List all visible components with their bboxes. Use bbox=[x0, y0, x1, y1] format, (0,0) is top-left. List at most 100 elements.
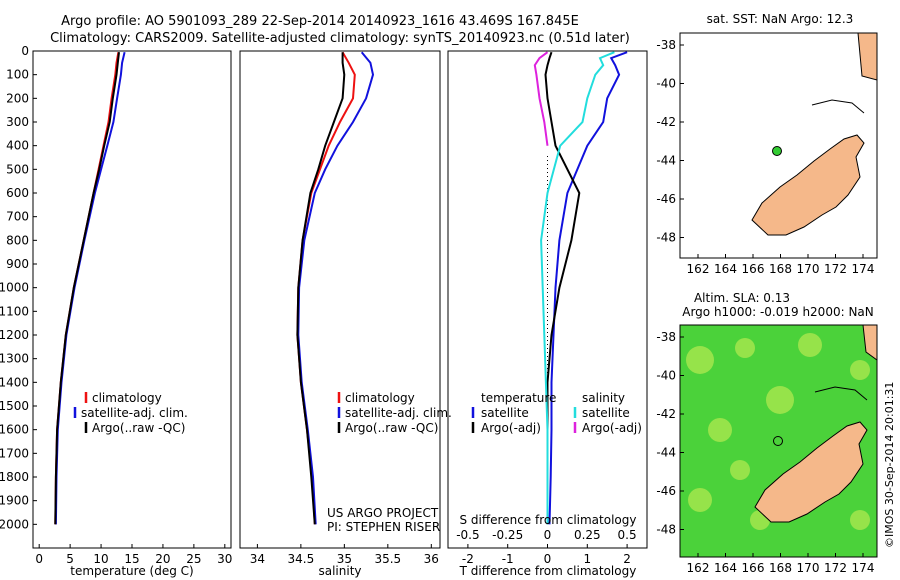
title-line2: Climatology: CARS2009. Satellite-adjuste… bbox=[50, 31, 630, 46]
legend-s-argo-label: Argo(-adj) bbox=[582, 421, 642, 435]
sst-map-north-island bbox=[857, 32, 878, 81]
sla-map-lon-label: 166 bbox=[742, 561, 765, 575]
imos-timestamp: ©IMOS 30-Sep-2014 20:01:31 bbox=[883, 382, 896, 548]
s-diff-tick-label: -0.5 bbox=[456, 528, 479, 542]
sla-map-lat-label: -48 bbox=[656, 523, 676, 537]
sla-anomaly-patch bbox=[850, 360, 870, 380]
depth-tick-label: 600 bbox=[6, 186, 29, 200]
temperature-satellite-line bbox=[54, 51, 126, 525]
sla-map-lat-label: -38 bbox=[656, 330, 676, 344]
sla-anomaly-patch bbox=[798, 333, 822, 357]
sla-anomaly-patch bbox=[735, 338, 755, 358]
depth-tick-label: 1300 bbox=[0, 352, 29, 366]
s-diff-tick-label: 0.25 bbox=[574, 528, 601, 542]
depth-tick-label: 1000 bbox=[0, 281, 29, 295]
sst-map-lat-label: -38 bbox=[656, 38, 676, 52]
sst-map-lon-label: 164 bbox=[714, 262, 737, 276]
difference-legend: temperature satellite Argo(-adj) salinit… bbox=[471, 391, 642, 435]
sst-map-title: sat. SST: NaN Argo: 12.3 bbox=[707, 12, 854, 26]
t-diff-tick-label: 1 bbox=[583, 552, 591, 566]
salinity-x-tick-label: 34 bbox=[250, 552, 265, 566]
sst-map-coastline-contour bbox=[811, 99, 865, 114]
sla-map-lat-label: -44 bbox=[656, 446, 676, 460]
depth-tick-label: 700 bbox=[6, 210, 29, 224]
title-line1: Argo profile: AO 5901093_289 22-Sep-2014… bbox=[61, 14, 579, 29]
t-diff-tick-label: -1 bbox=[502, 552, 514, 566]
depth-tick-label: 800 bbox=[6, 233, 29, 247]
depth-tick-label: 0 bbox=[21, 44, 29, 58]
depth-tick-label: 200 bbox=[6, 91, 29, 105]
temperature-xlabel: temperature (deg C) bbox=[70, 564, 193, 578]
diff-s-argo-line bbox=[533, 51, 549, 146]
sla-anomaly-patch bbox=[730, 460, 750, 480]
sst-map-lon-label: 174 bbox=[852, 262, 875, 276]
temperature-x-tick-label: 15 bbox=[124, 552, 139, 566]
t-diff-tick-label: 2 bbox=[623, 552, 631, 566]
salinity-x-tick-label: 35 bbox=[337, 552, 352, 566]
temperature-plot-frame bbox=[32, 50, 232, 549]
sla-map-lon-label: 162 bbox=[687, 561, 710, 575]
legend-temperature-heading: temperature bbox=[481, 391, 556, 405]
sst-map-float-marker bbox=[772, 146, 782, 156]
sla-map-north-island bbox=[862, 324, 878, 361]
pi-annotation: PI: STEPHEN RISER bbox=[327, 520, 440, 534]
sla-map-lon-label: 174 bbox=[852, 561, 875, 575]
salinity-plot-frame bbox=[239, 50, 441, 549]
sla-map-lat-label: -40 bbox=[656, 369, 676, 383]
depth-tick-label: 2000 bbox=[0, 517, 29, 531]
project-annotation: US ARGO PROJECT bbox=[327, 506, 439, 520]
sst-map-lon-label: 172 bbox=[824, 262, 847, 276]
salinity-x-tick-label: 35.5 bbox=[374, 552, 401, 566]
sla-map-title-2: Argo h1000: -0.019 h2000: NaN bbox=[682, 305, 874, 319]
depth-tick-label: 1800 bbox=[0, 470, 29, 484]
depth-tick-label: 1400 bbox=[0, 375, 29, 389]
temperature-legend: climatology satellite-adj. clim. Argo(..… bbox=[73, 391, 188, 435]
salinity-legend: climatology satellite-adj. clim. Argo(..… bbox=[327, 391, 452, 534]
salinity-xlabel: salinity bbox=[318, 564, 361, 578]
legend-t-satellite-label: satellite bbox=[481, 406, 529, 420]
depth-tick-label: 300 bbox=[6, 115, 29, 129]
sst-map-lat-label: -46 bbox=[656, 192, 676, 206]
depth-tick-label: 500 bbox=[6, 162, 29, 176]
sla-anomaly-patch bbox=[766, 386, 794, 414]
temperature-x-tick-label: 30 bbox=[217, 552, 232, 566]
depth-tick-label: 1100 bbox=[0, 304, 29, 318]
salinity-x-tick-label: 34.5 bbox=[288, 552, 315, 566]
depth-tick-label: 400 bbox=[6, 139, 29, 153]
temperature-x-tick-label: 25 bbox=[186, 552, 201, 566]
sla-map-lon-label: 172 bbox=[824, 561, 847, 575]
sst-map-lat-label: -48 bbox=[656, 231, 676, 245]
legend-climatology-label: climatology bbox=[345, 391, 415, 405]
sla-map-coastline-contour bbox=[814, 386, 868, 401]
temperature-x-tick-label: 20 bbox=[155, 552, 170, 566]
sla-map-lon-label: 170 bbox=[797, 561, 820, 575]
sla-map-float-marker bbox=[773, 436, 783, 446]
sla-anomaly-patch bbox=[850, 510, 870, 530]
temperature-x-tick-label: 10 bbox=[93, 552, 108, 566]
salinity-argo-line bbox=[296, 52, 346, 525]
sst-map-lat-label: -42 bbox=[656, 115, 676, 129]
depth-tick-label: 1700 bbox=[0, 446, 29, 460]
depth-tick-label: 1200 bbox=[0, 328, 29, 342]
diff-s-satellite-line bbox=[540, 51, 615, 525]
legend-satellite-label: satellite-adj. clim. bbox=[81, 406, 188, 420]
legend-argo-label: Argo(..raw -QC) bbox=[92, 421, 185, 435]
temperature-x-tick-label: 0 bbox=[35, 552, 43, 566]
sla-map-title-1: Altim. SLA: 0.13 bbox=[694, 291, 790, 305]
s-diff-tick-label: 0.5 bbox=[618, 528, 637, 542]
sla-map-lon-label: 168 bbox=[769, 561, 792, 575]
depth-tick-label: 1600 bbox=[0, 423, 29, 437]
s-diff-tick-label: 0 bbox=[544, 528, 552, 542]
t-difference-xlabel: T difference from climatology bbox=[459, 564, 637, 578]
sst-map-lat-label: -40 bbox=[656, 77, 676, 91]
legend-s-satellite-label: satellite bbox=[582, 406, 630, 420]
sla-map-south-island bbox=[754, 421, 868, 523]
sla-map-lat-label: -42 bbox=[656, 407, 676, 421]
temperature-argo-line bbox=[54, 52, 120, 525]
sla-anomaly-patch bbox=[688, 488, 712, 512]
sst-map-lon-label: 170 bbox=[797, 262, 820, 276]
legend-satellite-label: satellite-adj. clim. bbox=[345, 406, 452, 420]
depth-tick-label: 1900 bbox=[0, 494, 29, 508]
sla-map-lat-label: -46 bbox=[656, 484, 676, 498]
